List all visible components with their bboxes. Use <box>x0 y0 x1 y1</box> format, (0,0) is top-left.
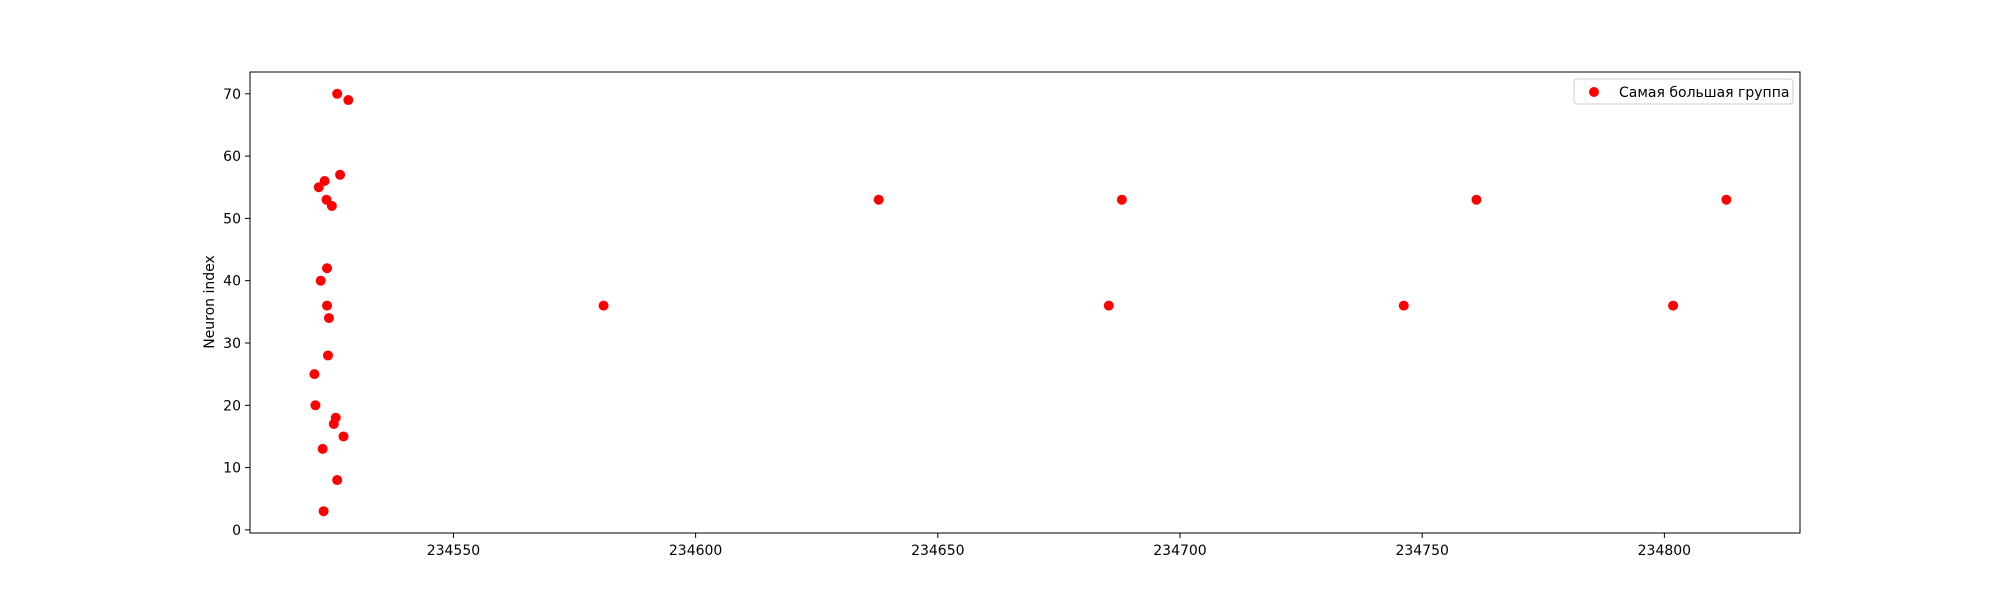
data-point <box>310 400 321 411</box>
x-tick-label: 234650 <box>911 543 964 559</box>
legend-label: Самая большая группа <box>1619 85 1789 101</box>
y-axis-label: Neuron index <box>202 255 218 349</box>
data-point <box>315 275 326 286</box>
data-point <box>322 300 333 311</box>
data-point <box>332 475 343 486</box>
data-point <box>598 300 609 311</box>
data-point <box>326 200 337 211</box>
data-point <box>328 418 339 429</box>
x-tick-label: 234800 <box>1638 543 1691 559</box>
legend-box <box>1573 78 1794 105</box>
data-point <box>313 182 324 193</box>
data-point <box>338 431 349 442</box>
y-tick-label: 10 <box>223 461 241 477</box>
y-tick-label: 70 <box>223 87 241 103</box>
legend: Самая большая группа <box>1573 78 1794 105</box>
data-point <box>323 313 334 324</box>
plot-area <box>250 72 1800 533</box>
plot-frame <box>249 71 1801 534</box>
y-tick-label: 30 <box>223 336 241 352</box>
data-point <box>309 369 320 380</box>
y-tick-label: 20 <box>223 398 241 414</box>
x-tick-label: 234600 <box>669 543 722 559</box>
x-tick-label: 234550 <box>427 543 480 559</box>
data-point <box>318 506 329 517</box>
x-tick-label: 234700 <box>1153 543 1206 559</box>
data-point <box>343 95 354 106</box>
data-point <box>1668 300 1679 311</box>
data-point <box>1103 300 1114 311</box>
data-point <box>873 194 884 205</box>
data-point <box>1398 300 1409 311</box>
y-axis: 0 10 20 30 40 50 60 70 <box>223 87 250 539</box>
data-point <box>335 169 346 180</box>
points-layer <box>309 88 1732 517</box>
data-point <box>1471 194 1482 205</box>
data-point <box>322 350 333 361</box>
y-tick-label: 60 <box>223 149 241 165</box>
x-axis: 234550 234600 234650 234700 234750 234800 <box>427 533 1691 559</box>
data-point <box>1721 194 1732 205</box>
y-tick-label: 0 <box>232 523 241 539</box>
y-tick-label: 40 <box>223 274 241 290</box>
data-point <box>317 443 328 454</box>
x-tick-label: 234750 <box>1395 543 1448 559</box>
legend-marker <box>1589 87 1599 97</box>
data-point <box>1116 194 1127 205</box>
y-tick-label: 50 <box>223 211 241 227</box>
data-point <box>332 88 343 99</box>
data-point <box>322 263 333 274</box>
